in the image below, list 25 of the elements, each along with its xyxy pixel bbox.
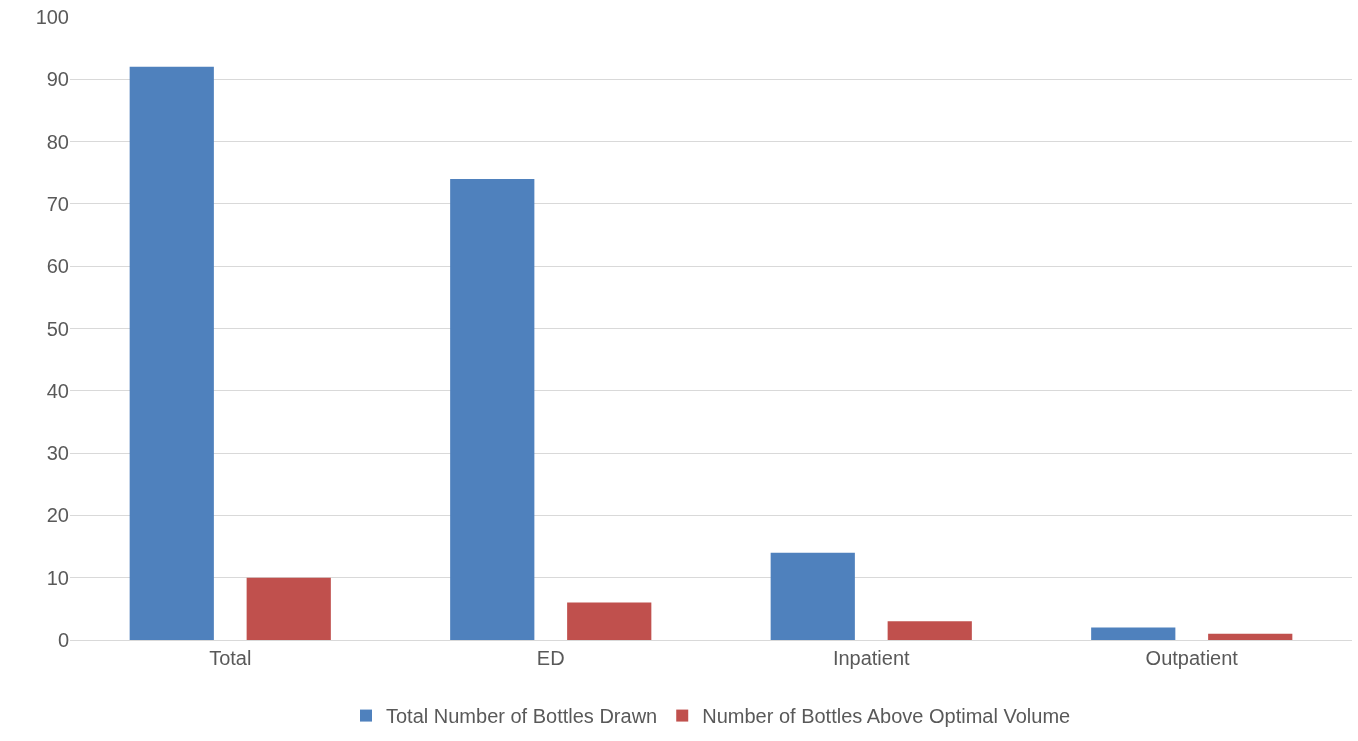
y-tick-label: 40 (46, 379, 69, 402)
y-tick-label: 70 (46, 192, 69, 215)
y-tick-label: 60 (46, 255, 69, 278)
y-tick-label: 0 (57, 629, 69, 651)
legend-label: Number of Bottles Above Optimal Volume (702, 705, 1071, 728)
y-tick-label: 90 (46, 68, 69, 91)
y-tick-label: 20 (46, 504, 69, 527)
x-tick-label: Outpatient (1145, 647, 1239, 669)
bar (770, 552, 855, 640)
y-tick-label: 80 (46, 130, 69, 153)
y-tick-label: 30 (46, 442, 69, 465)
bar (1091, 627, 1176, 640)
y-tick-label: 10 (46, 566, 69, 589)
x-tick-label: Inpatient (832, 647, 911, 669)
bar (450, 178, 535, 640)
bar (567, 602, 652, 640)
bar (887, 621, 972, 640)
y-tick-label: 50 (46, 317, 69, 340)
bar (1208, 633, 1293, 640)
x-tick-label: ED (536, 647, 565, 669)
y-tick-label: 100 (35, 6, 69, 28)
bar (129, 66, 214, 640)
legend-label: Total Number of Bottles Drawn (386, 705, 658, 728)
x-tick-label: Total (209, 647, 252, 669)
bar (246, 577, 331, 640)
